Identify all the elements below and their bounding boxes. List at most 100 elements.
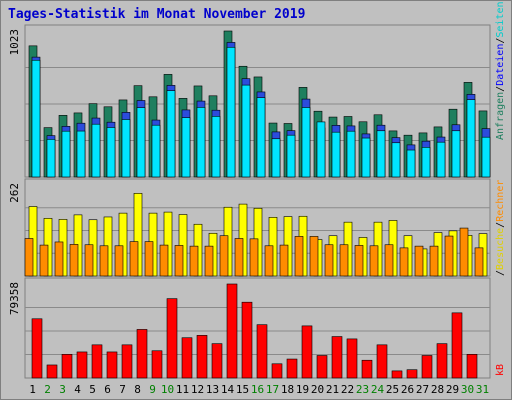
bar-rechner-27 — [414, 245, 424, 277]
bar-seiten-15 — [241, 84, 251, 178]
x-tick-label-day-4: 4 — [74, 383, 81, 396]
x-tick-label-day-30: 30 — [461, 383, 474, 396]
x-tick-label-day-12: 12 — [191, 383, 204, 396]
bar-rechner-1 — [24, 238, 34, 277]
bar-rechner-29 — [444, 235, 454, 277]
x-tick-label-day-15: 15 — [236, 383, 249, 396]
x-tick-label-day-24: 24 — [371, 383, 385, 396]
bar-rechner-15 — [234, 238, 244, 277]
bar-rechner-31 — [474, 247, 484, 277]
x-tick-label-day-18: 18 — [281, 383, 294, 396]
bar-seiten-4 — [76, 130, 86, 178]
bar-kb-26 — [406, 369, 418, 379]
bar-kb-14 — [226, 283, 238, 379]
bar-kb-25 — [391, 370, 403, 379]
x-tick-label-day-13: 13 — [206, 383, 219, 396]
bar-rechner-16 — [249, 238, 259, 277]
bar-kb-10 — [166, 298, 178, 379]
bar-seiten-28 — [436, 141, 446, 178]
bar-seiten-2 — [46, 139, 56, 178]
bar-seiten-26 — [406, 149, 416, 178]
legend-top-part-1: / — [495, 86, 506, 92]
bar-rechner-13 — [204, 245, 214, 277]
x-tick-label-day-16: 16 — [251, 383, 264, 396]
bar-seiten-10 — [166, 90, 176, 178]
bar-rechner-14 — [219, 235, 229, 277]
x-tick-label-day-14: 14 — [221, 383, 235, 396]
x-tick-label-day-20: 20 — [311, 383, 324, 396]
bar-seiten-16 — [256, 97, 266, 178]
panel-bottom — [24, 277, 491, 379]
legend-bottom-part-0: kB — [495, 364, 506, 376]
legend-top-part-0: Anfragen — [495, 92, 506, 140]
x-tick-label-day-10: 10 — [161, 383, 174, 396]
legend-middle-part-3: Rechner — [495, 180, 506, 222]
bar-kb-21 — [331, 336, 343, 379]
panel-top — [24, 24, 491, 178]
bar-seiten-6 — [106, 127, 116, 178]
x-tick-label-day-8: 8 — [134, 383, 141, 396]
bar-seiten-19 — [301, 107, 311, 178]
bar-seiten-22 — [346, 130, 356, 178]
bar-kb-1 — [31, 318, 43, 379]
bar-seiten-8 — [136, 107, 146, 178]
x-tick-label-day-9: 9 — [149, 383, 156, 396]
legend-top: Anfragen/Dateien/Seiten — [495, 1, 506, 140]
bar-seiten-7 — [121, 119, 131, 178]
x-tick-label-day-23: 23 — [356, 383, 369, 396]
x-tick-label-day-19: 19 — [296, 383, 309, 396]
x-tick-label-day-6: 6 — [104, 383, 111, 396]
bar-kb-28 — [436, 343, 448, 379]
bar-kb-23 — [361, 359, 373, 379]
x-tick-label-day-5: 5 — [89, 383, 96, 396]
bar-kb-17 — [271, 363, 283, 379]
x-tick-label-day-2: 2 — [44, 383, 51, 396]
bar-kb-22 — [346, 338, 358, 379]
bar-rechner-30 — [459, 227, 469, 277]
bar-seiten-18 — [286, 134, 296, 178]
bar-kb-13 — [211, 343, 223, 379]
bar-seiten-17 — [271, 138, 281, 178]
bar-seiten-27 — [421, 147, 431, 178]
bar-seiten-20 — [316, 121, 326, 178]
bar-kb-16 — [256, 324, 268, 379]
bar-seiten-14 — [226, 46, 236, 178]
legend-middle-part-0: / — [495, 270, 506, 276]
bar-seiten-23 — [361, 137, 371, 178]
x-tick-label-day-27: 27 — [416, 383, 429, 396]
bar-kb-15 — [241, 301, 253, 379]
x-tick-label-day-11: 11 — [176, 383, 189, 396]
bar-seiten-5 — [91, 123, 101, 178]
bar-kb-8 — [136, 329, 148, 379]
bar-kb-27 — [421, 355, 433, 379]
bar-rechner-19 — [294, 236, 304, 277]
bar-kb-18 — [286, 358, 298, 379]
bar-kb-5 — [91, 344, 103, 379]
bar-seiten-31 — [481, 136, 491, 178]
x-tick-label-day-31: 31 — [476, 383, 489, 396]
bar-seiten-24 — [376, 130, 386, 178]
bar-kb-11 — [181, 337, 193, 379]
bar-kb-6 — [106, 351, 118, 379]
bar-kb-4 — [76, 351, 88, 379]
bar-kb-2 — [46, 364, 58, 379]
bar-kb-20 — [316, 355, 328, 379]
bar-kb-7 — [121, 344, 133, 379]
x-tick-label-day-22: 22 — [341, 383, 354, 396]
bar-seiten-25 — [391, 142, 401, 178]
x-tick-label-day-28: 28 — [431, 383, 444, 396]
y-axis-max-label: 1023 — [8, 29, 21, 56]
bar-seiten-30 — [466, 99, 476, 178]
bar-seiten-3 — [61, 130, 71, 178]
bar-rechner-7 — [114, 245, 124, 277]
x-tick-label-day-1: 1 — [29, 383, 36, 396]
y-axis-max-label: 79358 — [8, 282, 21, 315]
panel-middle — [24, 178, 491, 277]
bar-kb-24 — [376, 344, 388, 379]
bar-seiten-1 — [31, 59, 41, 178]
legend-middle-part-1: Besuche — [495, 228, 506, 270]
legend-top-part-4: Seiten — [495, 1, 506, 37]
bar-rechner-23 — [354, 245, 364, 277]
bar-kb-19 — [301, 325, 313, 379]
